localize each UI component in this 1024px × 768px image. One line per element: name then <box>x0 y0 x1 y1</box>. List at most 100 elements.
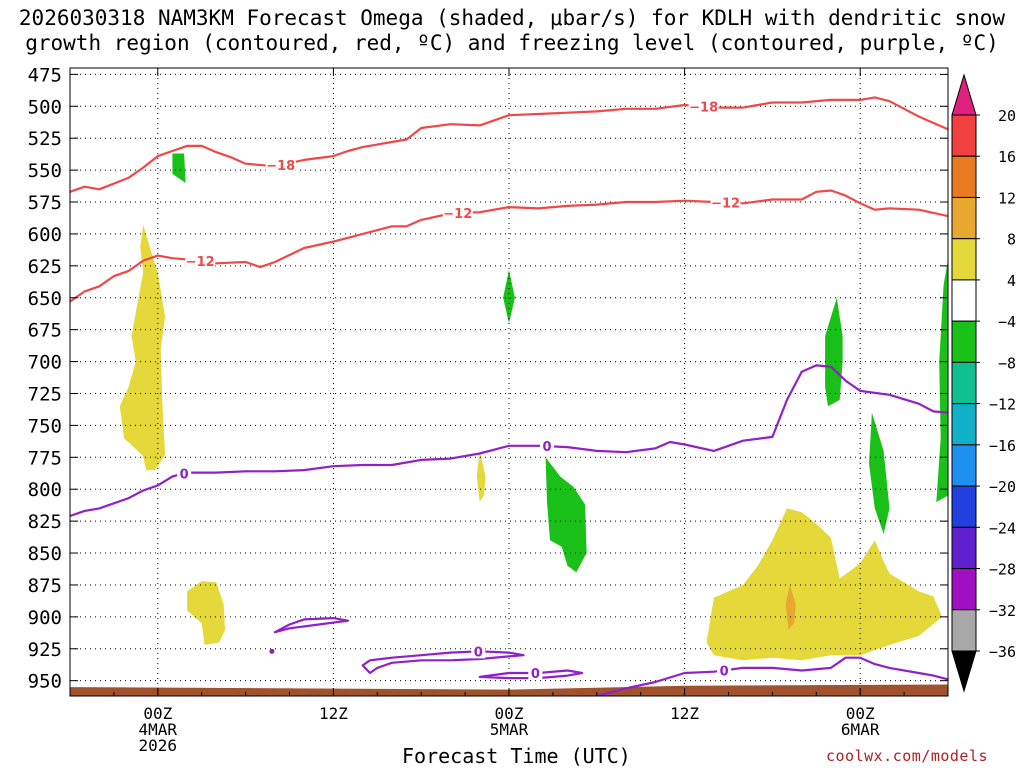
y-tick-label-525: 525 <box>28 128 62 150</box>
contour-label-0-0: −18 <box>266 159 295 174</box>
omega-region-7 <box>785 585 796 630</box>
x-tick-label-0-2: 2026 <box>139 736 178 755</box>
colorbar-label-3: 8 <box>1007 231 1016 249</box>
colorbar-label-13: −36 <box>989 643 1016 661</box>
omega-shading-layer <box>119 153 948 661</box>
x-tick-label-24-0: 00Z <box>495 704 524 723</box>
contour-label-bg-3-0 <box>717 662 732 678</box>
x-tick-label-48-0: 00Z <box>846 704 875 723</box>
omega-region-1 <box>119 225 166 471</box>
contour-label-2-0: 0 <box>180 467 189 482</box>
y-tick-label-950: 950 <box>28 671 62 693</box>
source-credit: coolwx.com/models <box>826 747 989 765</box>
contour-label-0-1: −18 <box>689 101 718 116</box>
colorbar-label-6: −8 <box>998 354 1016 372</box>
colorbar-top-arrow <box>951 73 977 116</box>
contour-dendritic--18 <box>70 96 948 193</box>
axes: 475 500 525 550 575 600 625 650 675 700 725 750 775 8… <box>28 64 949 755</box>
y-tick-label-475: 475 <box>28 64 62 86</box>
y-tick-label-725: 725 <box>28 383 62 405</box>
y-tick-label-550: 550 <box>28 160 62 182</box>
colorbar-bin-7 <box>951 403 977 446</box>
colorbar-label-10: −24 <box>989 519 1016 537</box>
colorbar-label-8: −16 <box>989 437 1016 455</box>
contour-freezing-level-0-lower <box>596 656 948 696</box>
omega-region-6 <box>706 508 943 661</box>
y-tick-label-700: 700 <box>28 352 62 374</box>
colorbar-label-9: −20 <box>989 478 1016 496</box>
contour-label-bg-0-1 <box>688 98 719 114</box>
contour-label-bg-2-1 <box>540 438 555 454</box>
colorbar-bin-12 <box>951 609 977 652</box>
x-tick-label-24-1: 5MAR <box>490 720 529 739</box>
colorbar-bin-1 <box>951 155 977 198</box>
colorbar-label-12: −32 <box>989 602 1016 620</box>
omega-region-3 <box>503 269 515 324</box>
contour-label-4-0: 0 <box>474 645 483 660</box>
colorbar-bottom-arrow <box>951 650 977 693</box>
contour-label-1-1: −12 <box>443 207 472 222</box>
colorbar-bin-6 <box>951 361 977 405</box>
colorbar-bin-8 <box>951 444 977 487</box>
omega-region-9 <box>869 412 890 534</box>
colorbar-bin-10 <box>951 526 977 570</box>
colorbar-label-4: 4 <box>1007 272 1016 290</box>
colorbar-bin-2 <box>951 196 977 240</box>
contour-label-2-1: 0 <box>543 440 552 455</box>
colorbar-label-0: 20 <box>998 107 1016 125</box>
omega-region-8 <box>825 297 843 407</box>
omega-region-2 <box>187 581 226 645</box>
contour-freezing-level-0-closed-b <box>478 669 584 680</box>
x-tick-label-0-0: 00Z <box>143 704 172 723</box>
contour-label-1-0: −12 <box>186 255 215 270</box>
colorbar-bin-0 <box>951 114 977 157</box>
colorbar-label-7: −12 <box>989 396 1016 414</box>
y-tick-label-500: 500 <box>28 96 62 118</box>
y-tick-label-800: 800 <box>28 479 62 501</box>
y-tick-label-675: 675 <box>28 320 62 342</box>
colorbar-label-1: 16 <box>998 148 1016 166</box>
x-tick-label-12-0: 12Z <box>319 704 348 723</box>
y-tick-label-575: 575 <box>28 192 62 214</box>
contour-label-bg-5-0 <box>528 665 543 681</box>
omega-region-5 <box>545 457 587 573</box>
x-axis-title: Forecast Time (UTC) <box>402 744 631 768</box>
contour-freezing-level-0 <box>70 364 948 518</box>
contour-label-bg-1-0 <box>185 253 216 269</box>
contour-freezing-level-0-closed-a <box>361 650 525 675</box>
contour-label-bg-1-1 <box>442 205 473 221</box>
x-tick-label-48-1: 6MAR <box>841 720 880 739</box>
colorbar-label-2: 12 <box>998 189 1016 207</box>
y-tick-label-825: 825 <box>28 511 62 533</box>
freezing-level-dot <box>269 648 275 654</box>
colorbar-bin-5 <box>951 320 977 363</box>
contour-label-5-0: 0 <box>531 667 540 682</box>
colorbar-bin-11 <box>951 568 977 611</box>
y-tick-label-850: 850 <box>28 543 62 565</box>
chart-title-line-2: growth region (contoured, red, ºC) and f… <box>25 31 999 55</box>
y-tick-label-925: 925 <box>28 639 62 661</box>
colorbar-bin-3 <box>951 238 977 281</box>
contour-label-3-0: 0 <box>720 664 729 679</box>
y-tick-label-900: 900 <box>28 607 62 629</box>
x-tick-label-36-0: 12Z <box>670 704 699 723</box>
y-tick-label-775: 775 <box>28 447 62 469</box>
colorbar-label-5: −4 <box>998 313 1016 331</box>
contour-label-1-2: −12 <box>711 197 740 212</box>
colorbar-label-11: −28 <box>989 561 1016 579</box>
omega-region-10 <box>936 259 948 502</box>
y-tick-label-650: 650 <box>28 288 62 310</box>
contour-label-bg-0-0 <box>265 157 296 173</box>
omega-region-0 <box>172 153 186 183</box>
y-tick-label-875: 875 <box>28 575 62 597</box>
contour-layer: −18 −18 −12 −12 −12 0 0 0 0 0 <box>70 96 948 696</box>
y-tick-label-600: 600 <box>28 224 62 246</box>
contour-freezing-level-0-small <box>273 617 350 634</box>
y-tick-label-750: 750 <box>28 415 62 437</box>
omega-region-4 <box>476 450 486 502</box>
colorbar-bin-4 <box>951 279 977 322</box>
contour-label-bg-1-2 <box>710 194 741 210</box>
omega-colorbar: 20 16 12 8 4 −4 −8 −12 −16 −20 −24 −28 −32 −36 <box>951 73 1016 693</box>
contour-label-bg-4-0 <box>471 643 486 659</box>
